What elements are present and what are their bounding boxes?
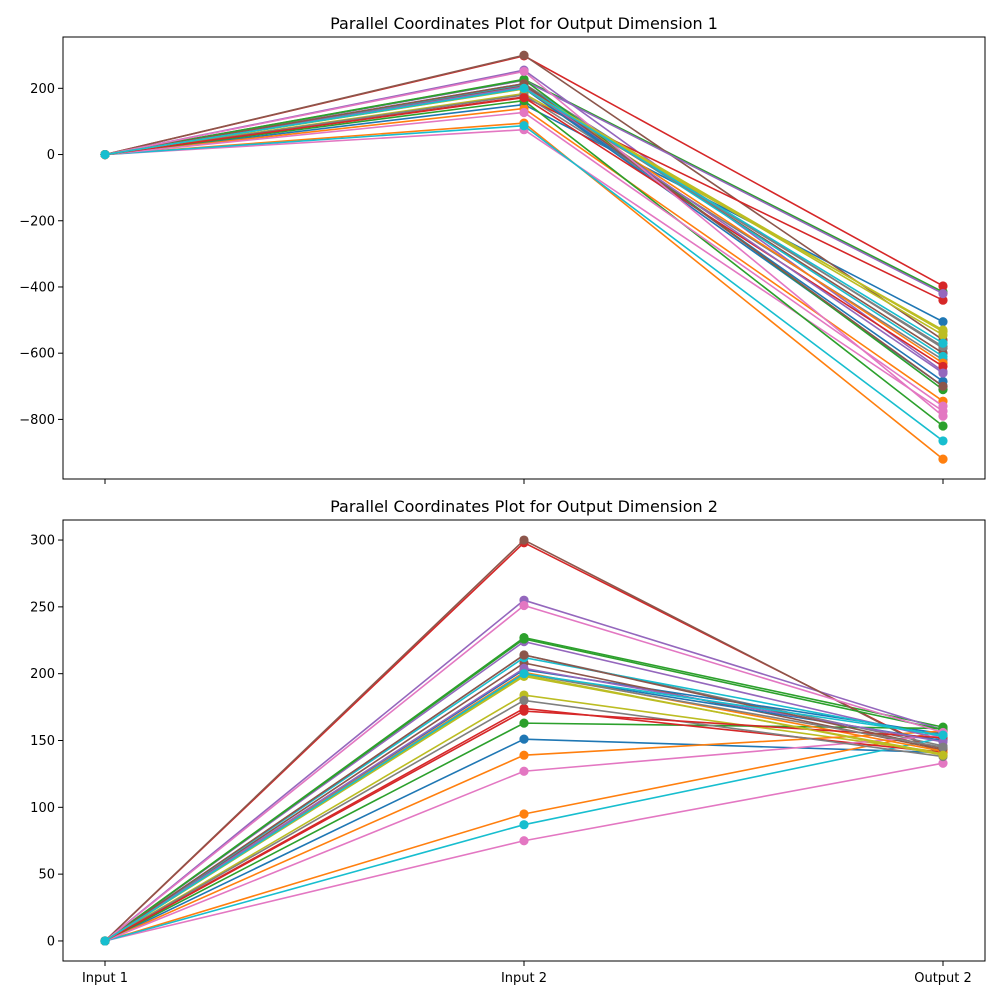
series-1-point-3 xyxy=(938,317,948,327)
series-line-3 xyxy=(104,636,944,942)
series-line-13 xyxy=(104,99,944,427)
series-30-point-2 xyxy=(519,669,529,679)
series-30-point-1 xyxy=(100,936,110,946)
series-line-7 xyxy=(104,128,944,412)
series-12-point-2 xyxy=(519,750,529,760)
series-30-point-2 xyxy=(519,83,529,93)
series-27-point-3 xyxy=(938,411,948,421)
series-line-2 xyxy=(104,122,944,460)
series-23-point-2 xyxy=(519,634,529,644)
series-6-point-2 xyxy=(519,535,529,545)
series-line-15 xyxy=(104,640,944,942)
y-tick-label: 250 xyxy=(30,600,55,615)
series-30-point-3 xyxy=(938,338,948,348)
series-30-point-1 xyxy=(100,149,110,160)
y-tick-label: −600 xyxy=(19,347,55,362)
y-tick-label: −200 xyxy=(19,214,55,229)
series-17-point-2 xyxy=(519,766,529,776)
series-20-point-3 xyxy=(938,351,948,362)
plot-area-2: 0 50 100 150 200 250 300 Input 1 Input 2 Output 2 xyxy=(30,519,986,986)
series-17-point-2 xyxy=(519,107,529,118)
series-1-point-2 xyxy=(519,734,529,744)
x-tick-label: Input 1 xyxy=(82,971,128,986)
plot-area-1: −800 −600 −400 −200 0 200 xyxy=(19,36,986,484)
series-line-10 xyxy=(104,124,944,442)
series-10-point-2 xyxy=(519,121,529,131)
series-line-12 xyxy=(104,730,944,942)
series-4-point-3 xyxy=(938,281,948,291)
series-2-point-3 xyxy=(938,454,948,464)
series-29-point-3 xyxy=(938,327,948,337)
y-tick-label: 100 xyxy=(30,801,55,816)
y-tick-label: 0 xyxy=(47,148,55,163)
series-24-point-2 xyxy=(519,92,529,103)
series-28-point-3 xyxy=(938,742,948,752)
series-10-point-2 xyxy=(519,820,529,830)
series-26-point-3 xyxy=(938,381,948,391)
y-tick-label: 50 xyxy=(38,868,55,883)
series-24-point-2 xyxy=(519,706,529,716)
series-15-point-3 xyxy=(938,288,948,299)
y-tick-label: 200 xyxy=(30,667,55,682)
series-7-point-3 xyxy=(938,758,948,768)
y-tick-label: 200 xyxy=(30,82,55,97)
series-14-point-3 xyxy=(938,295,948,305)
series-27-point-2 xyxy=(519,66,529,77)
y-tick-label: −800 xyxy=(19,413,55,428)
y-tick-label: 0 xyxy=(47,934,55,949)
y-tick-label: −400 xyxy=(19,280,55,295)
x-tick-label: Input 2 xyxy=(501,971,547,986)
chart-panel-1: Parallel Coordinates Plot for Output Dim… xyxy=(19,14,986,484)
series-13-point-3 xyxy=(938,421,948,431)
x-tick-label: Output 2 xyxy=(914,971,972,986)
series-18-point-2 xyxy=(519,695,529,706)
chart-panel-2: Parallel Coordinates Plot for Output Dim… xyxy=(30,497,986,986)
series-27-point-2 xyxy=(519,600,529,611)
series-17-point-3 xyxy=(938,401,948,411)
series-26-point-2 xyxy=(519,650,529,660)
series-25-point-3 xyxy=(938,368,948,378)
chart-title-1: Parallel Coordinates Plot for Output Dim… xyxy=(330,14,718,33)
y-tick-label: 300 xyxy=(30,534,55,549)
series-10-point-3 xyxy=(938,436,948,446)
series-13-point-2 xyxy=(519,718,529,728)
series-line-2 xyxy=(104,730,944,942)
series-6-point-2 xyxy=(519,50,529,60)
series-29-point-3 xyxy=(938,750,948,760)
series-2-point-2 xyxy=(519,809,529,819)
y-tick-label: 150 xyxy=(30,734,55,749)
series-line-23 xyxy=(104,638,944,942)
chart-title-2: Parallel Coordinates Plot for Output Dim… xyxy=(330,497,718,516)
series-24-point-3 xyxy=(938,361,948,372)
series-7-point-2 xyxy=(519,836,529,846)
series-30-point-3 xyxy=(938,730,948,740)
